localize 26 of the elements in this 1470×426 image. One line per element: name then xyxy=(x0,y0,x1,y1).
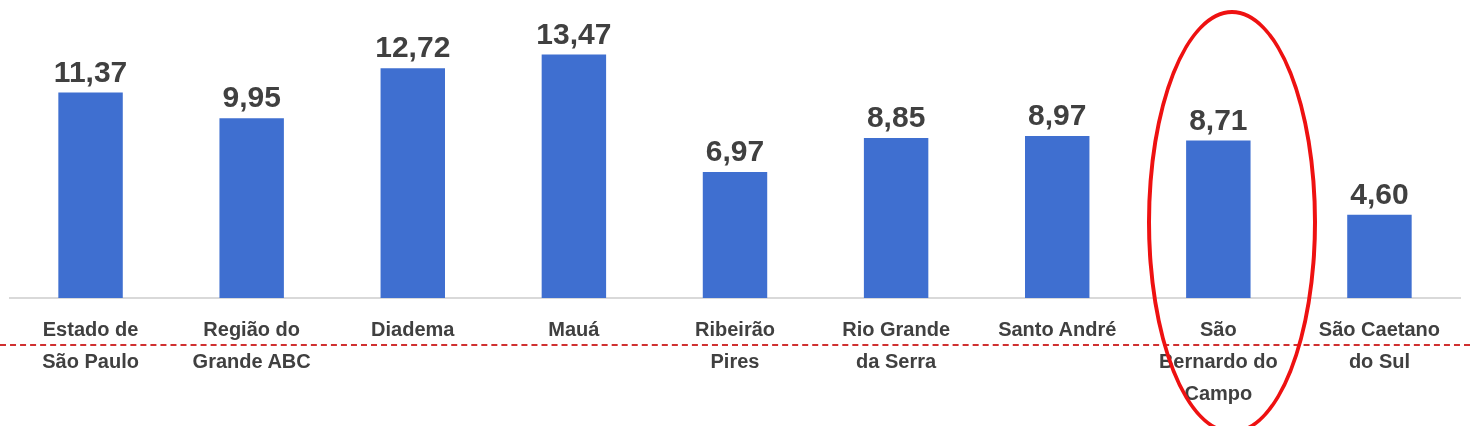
data-label: 4,60 xyxy=(1350,177,1409,211)
x-tick-label: Diadema xyxy=(371,317,456,340)
bar xyxy=(219,118,284,298)
x-tick-label: Mauá xyxy=(548,317,601,340)
bar xyxy=(58,92,123,298)
data-label: 9,95 xyxy=(222,80,281,114)
data-label: 8,71 xyxy=(1189,102,1248,136)
data-label: 13,47 xyxy=(536,16,612,50)
x-tick-label: Região do Grande ABC xyxy=(192,317,311,372)
bar xyxy=(1186,140,1251,298)
x-tick-label: Santo André xyxy=(998,317,1117,340)
bar xyxy=(380,68,445,298)
x-tick-label: Estado de São Paulo xyxy=(42,317,139,372)
x-tick-label: Rio Grande da Serra xyxy=(842,317,951,372)
data-label: 11,37 xyxy=(53,54,128,88)
bar xyxy=(1347,214,1412,298)
bar xyxy=(702,172,768,298)
data-label: 12,72 xyxy=(375,30,451,64)
bar xyxy=(863,138,929,298)
data-label: 8,85 xyxy=(866,100,926,134)
x-tick-label: São Caetano do Sul xyxy=(1318,317,1441,372)
x-tick-label: Ribeirão Pires xyxy=(694,317,776,372)
data-label: 8,97 xyxy=(1028,98,1087,132)
bar xyxy=(1025,135,1090,298)
bar xyxy=(541,54,607,298)
data-label: 6,97 xyxy=(705,134,765,168)
